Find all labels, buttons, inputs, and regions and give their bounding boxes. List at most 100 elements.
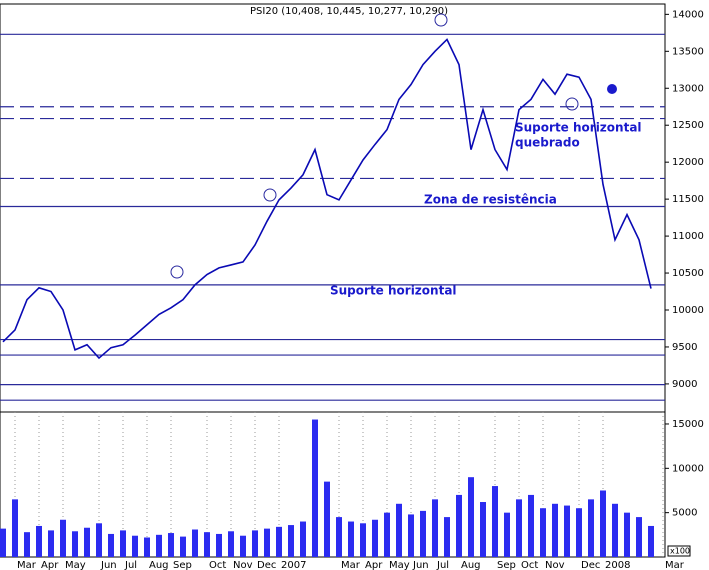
volume-bar <box>624 512 630 557</box>
x-tick-label: Apr <box>41 560 59 570</box>
volume-bar <box>372 519 378 557</box>
volume-bar <box>540 508 546 557</box>
x-tick-label: Nov <box>545 560 565 570</box>
volume-bar <box>48 530 54 557</box>
volume-bar <box>588 499 594 557</box>
volume-bar <box>156 534 162 557</box>
volume-bar <box>288 525 294 557</box>
x-tick-label: May <box>389 560 410 570</box>
smiley-icons <box>170 13 579 279</box>
x-tick-label: Sep <box>173 560 192 570</box>
y-tick-label: 10500 <box>672 268 704 279</box>
volume-bar <box>240 535 246 557</box>
volume-bar <box>636 517 642 557</box>
y-tick-label: 13000 <box>672 83 704 94</box>
annotation: quebrado <box>515 136 580 150</box>
y-tick-label: 12000 <box>672 157 704 168</box>
volume-bar <box>360 523 366 557</box>
volume-bar <box>24 532 30 557</box>
price-line <box>2 38 652 360</box>
bomb-icon <box>607 84 617 94</box>
plot-frame <box>0 3 666 558</box>
volume-bar <box>84 527 90 557</box>
x-tick-label: Jul <box>124 560 137 570</box>
volume-bar <box>324 481 330 557</box>
annotation: Suporte horizontal <box>515 121 642 135</box>
volume-bar <box>432 499 438 557</box>
volume-bar <box>132 535 138 557</box>
y-tick-label: 10000 <box>672 463 704 474</box>
volume-bar <box>36 525 42 557</box>
volume-bar <box>552 503 558 557</box>
volume-bar <box>348 521 354 557</box>
volume-bar <box>276 526 282 557</box>
x-tick-label: Apr <box>365 560 383 570</box>
x-tick-label: Aug <box>149 560 169 570</box>
volume-bar <box>108 533 114 557</box>
volume-bar <box>600 490 606 557</box>
volume-bar <box>648 525 654 557</box>
annotation: Zona de resistência <box>424 193 557 207</box>
unit-label: x100 <box>670 547 690 556</box>
y-tick-label: 5000 <box>672 508 697 519</box>
volume-bar <box>456 494 462 557</box>
x-tick-label: Mar <box>665 560 685 570</box>
volume-bar <box>336 517 342 557</box>
volume-bar <box>60 519 66 557</box>
x-tick-label: Dec <box>581 560 600 570</box>
volume-bar <box>384 512 390 557</box>
x-tick-label: May <box>65 560 86 570</box>
volume-bar <box>444 517 450 557</box>
x-tick-label: 2008 <box>605 560 630 570</box>
volume-bar <box>468 477 474 557</box>
volume-bar <box>204 532 210 557</box>
x-tick-label: Dec <box>257 560 276 570</box>
x-tick-label: Mar <box>17 560 37 570</box>
x-tick-label: Sep <box>497 560 516 570</box>
y-tick-label: 11000 <box>672 231 704 242</box>
chart-title: PSI20 (10,408, 10,445, 10,277, 10,290) <box>250 6 448 17</box>
volume-bar <box>480 502 486 557</box>
volume-bar <box>180 536 186 557</box>
volume-bar <box>528 494 534 557</box>
volume-bar <box>312 419 318 557</box>
volume-bar <box>264 528 270 557</box>
volume-bar <box>144 537 150 557</box>
x-tick-label: Oct <box>521 560 538 570</box>
x-tick-label: Jun <box>412 560 429 570</box>
volume-bar <box>216 533 222 557</box>
volume-bar <box>120 530 126 557</box>
y-tick-label: 12500 <box>672 120 704 131</box>
x-tick-label: Aug <box>461 560 481 570</box>
volume-bar <box>192 529 198 557</box>
volume-bar <box>252 530 258 557</box>
volume-bar <box>576 508 582 557</box>
volume-bar <box>72 531 78 557</box>
annotation: Suporte horizontal <box>330 284 457 298</box>
y-tick-label: 9000 <box>672 379 697 390</box>
volume-bar <box>228 531 234 557</box>
volume-bar <box>12 499 18 557</box>
volume-bar <box>96 523 102 557</box>
x-tick-label: Jul <box>436 560 449 570</box>
x-tick-label: Mar <box>341 560 361 570</box>
volume-bar <box>168 533 174 557</box>
volume-bar <box>492 486 498 557</box>
unit-box <box>667 545 691 557</box>
y-tick-label: 14000 <box>672 9 704 20</box>
volume-bar <box>420 510 426 557</box>
y-tick-label: 15000 <box>672 419 704 430</box>
volume-bar <box>408 514 414 557</box>
y-tick-label: 9500 <box>672 342 697 353</box>
volume-bar <box>504 512 510 557</box>
x-tick-label: Jun <box>100 560 117 570</box>
volume-bar <box>564 505 570 557</box>
volume-bar <box>0 528 6 557</box>
x-tick-label: 2007 <box>281 560 306 570</box>
volume-bar <box>300 521 306 557</box>
volume-bar <box>612 503 618 557</box>
x-tick-label: Oct <box>209 560 226 570</box>
volume-bar <box>516 499 522 557</box>
y-tick-label: 11500 <box>672 194 704 205</box>
y-tick-label: 10000 <box>672 305 704 316</box>
